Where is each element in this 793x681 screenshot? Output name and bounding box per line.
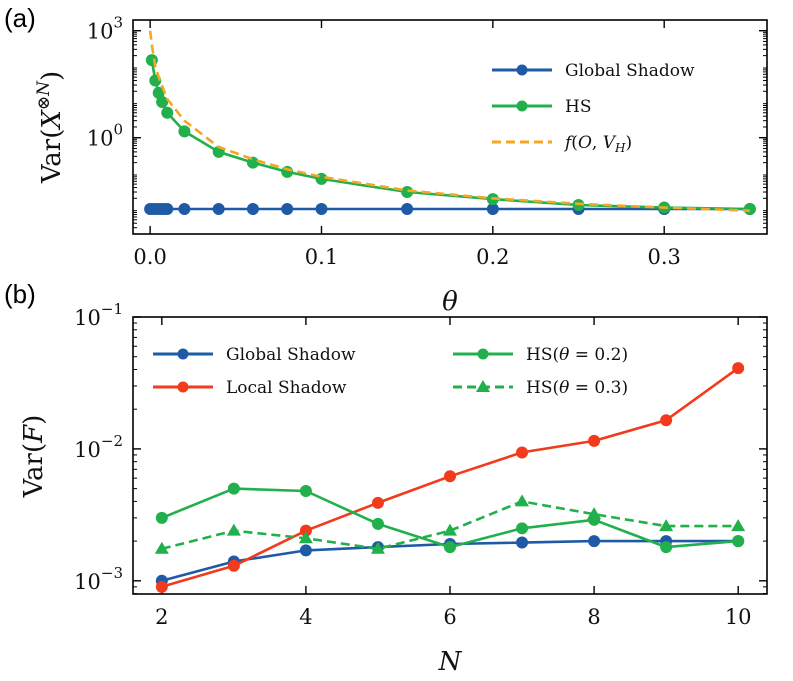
panel-b-series-hs-0-3-point-7 (659, 519, 674, 532)
panel-a-legend: Global Shadow HS f(O, VH) (492, 61, 695, 155)
panel-b-series-hs-0-2-point-3 (371, 517, 384, 530)
panel-a-series-hs-line (150, 59, 750, 211)
panel-b-series-hs-0-3-point-0 (154, 541, 169, 554)
legend-marker-hs-02 (477, 348, 489, 360)
legend-label-global-shadow: Global Shadow (565, 61, 695, 81)
panel-b-series-hs-0-2-point-2 (299, 484, 312, 497)
panel-b-series-local-shadow-point-2 (299, 524, 312, 537)
panel-b-series-hs-0-3-line (161, 500, 739, 551)
legend-label-hs-02: HS(θ = 0.2) (526, 345, 628, 365)
panel-a-series-hs-point-8 (281, 165, 294, 178)
panel-b-xtick-label-1: 4 (299, 605, 312, 629)
panel-b-series-hs-0-3-point-2 (298, 531, 313, 544)
panel-b-series-local-shadow-point-1 (227, 559, 240, 572)
panel-a-ylabel: Var(X⊗N) (34, 71, 67, 184)
panel-a-series-hs-point-4 (161, 106, 174, 119)
panel-b-series-global-shadow-point-6 (588, 535, 601, 548)
panel-a-ytick-label-0: 103 (87, 14, 123, 44)
panel-b-series-hs-0-3-point-5 (515, 494, 530, 507)
panel-b-ytick-label-2: 10−3 (74, 564, 123, 594)
panel-b-series-local-shadow-point-8 (732, 362, 745, 375)
panel-b-series-hs-0-2-point-7 (660, 541, 673, 554)
panel-b-ytick-label-1: 10−2 (74, 432, 123, 462)
panel-b-series-hs-0-2-point-5 (516, 522, 529, 535)
panel-b-legend: Global Shadow Local Shadow HS(θ = 0.2) H… (153, 345, 628, 398)
legend-marker-hs (516, 100, 528, 112)
panel-b-series-local-shadow-point-6 (588, 434, 601, 447)
legend-label-local-shadow: Local Shadow (226, 378, 347, 398)
panel-a-xtick-label-1: 0.1 (305, 245, 338, 269)
panel-b-series-hs-0-3-point-1 (226, 523, 241, 536)
panel-b-xtick-label-4: 10 (725, 605, 752, 629)
panel-a-series-hs-point-3 (156, 96, 169, 109)
panel-b-xtick-label-2: 6 (443, 605, 456, 629)
panel-b-series-hs-0-2-point-1 (227, 482, 240, 495)
panel-b-series-global-shadow-point-2 (299, 544, 312, 557)
legend-marker-global-shadow (516, 64, 528, 76)
panel-b-series-local-shadow-point-4 (444, 470, 456, 483)
panel-b-series-local-shadow-point-0 (155, 580, 168, 593)
panel-a: (a) 0.0 0.1 0.2 0.3 103 100 Var(X⊗N) θ Global… (4, 3, 768, 317)
panel-b-series-hs-0-2-point-4 (444, 541, 456, 554)
panel-b-xlabel: N (438, 647, 463, 677)
panel-b-series-hs-0-2-point-8 (732, 535, 745, 548)
panel-a-series-global-shadow-point-5 (161, 203, 174, 216)
legend-label-global-shadow-b: Global Shadow (226, 345, 356, 365)
panel-b-series-global-shadow-point-5 (516, 536, 529, 549)
panel-a-xlabel: θ (442, 287, 458, 317)
panel-b-series-hs-0-2-point-0 (155, 511, 168, 524)
panel-a-series-global-shadow-point-10 (315, 203, 328, 216)
panel-a-series-global-shadow-point-12 (486, 203, 499, 216)
panel-b-series-local-shadow-point-3 (371, 496, 384, 509)
panel-b-series-hs-0-3-point-8 (731, 519, 746, 532)
panel-b-series-local-shadow-point-7 (660, 414, 673, 427)
panel-a-series-global-shadow-point-6 (178, 203, 191, 216)
panel-a-xtick-label-0: 0.0 (133, 245, 166, 269)
panel-a-xtick-label-2: 0.2 (476, 245, 509, 269)
panel-b-ytick-label-0: 10−1 (74, 300, 123, 330)
panel-a-plot-area (144, 30, 756, 216)
panel-b-ylabel: Var(F) (19, 415, 49, 499)
panel-a-series-f-o-v-h-line (148, 30, 750, 212)
panel-b-series-hs-0-3-point-3 (370, 541, 385, 554)
panel-a-series-global-shadow-point-8 (246, 203, 259, 216)
panel-b-series-hs-0-3-point-6 (587, 507, 602, 520)
panel-a-series-hs-point-7 (246, 156, 259, 169)
legend-marker-global-shadow-b (177, 348, 189, 360)
panel-b-series-hs-0-3-point-4 (443, 523, 457, 536)
panel-b-series-local-shadow-point-5 (516, 446, 529, 459)
panel-b-xtick-label-3: 8 (587, 605, 600, 629)
panel-a-series-global-shadow-point-7 (212, 203, 225, 216)
panel-a-ticks: 0.0 0.1 0.2 0.3 103 100 (87, 14, 767, 269)
panel-a-frame (132, 19, 768, 235)
legend-marker-local-shadow (177, 381, 189, 393)
panel-a-series-hs-point-10 (401, 186, 414, 199)
panel-a-series-hs-point-14 (743, 203, 756, 216)
panel-b-ticks: 2 4 6 8 10 10−1 10−2 10−3 (74, 300, 767, 629)
panel-a-series-global-shadow-point-9 (281, 203, 294, 216)
panel-b-plot-area (154, 362, 746, 593)
panel-a-ytick-label-1: 100 (87, 121, 123, 151)
legend-marker-hs-03 (476, 380, 490, 392)
legend-label-hs-03: HS(θ = 0.3) (526, 378, 628, 398)
legend-label-f: f(O, VH) (563, 133, 632, 155)
panel-a-series-hs-point-5 (178, 125, 191, 138)
panel-b-xtick-label-0: 2 (155, 605, 168, 629)
panel-a-series-hs-point-2 (152, 86, 165, 99)
panel-a-tag: (a) (4, 3, 36, 33)
panel-a-xtick-label-3: 0.3 (647, 245, 680, 269)
panel-b: (b) 2 4 6 8 10 10−1 10−2 10−3 Var(F) N Global S… (4, 279, 768, 677)
legend-label-hs: HS (565, 97, 591, 117)
panel-b-tag: (b) (4, 279, 36, 309)
panel-a-series-global-shadow-point-11 (401, 203, 414, 216)
